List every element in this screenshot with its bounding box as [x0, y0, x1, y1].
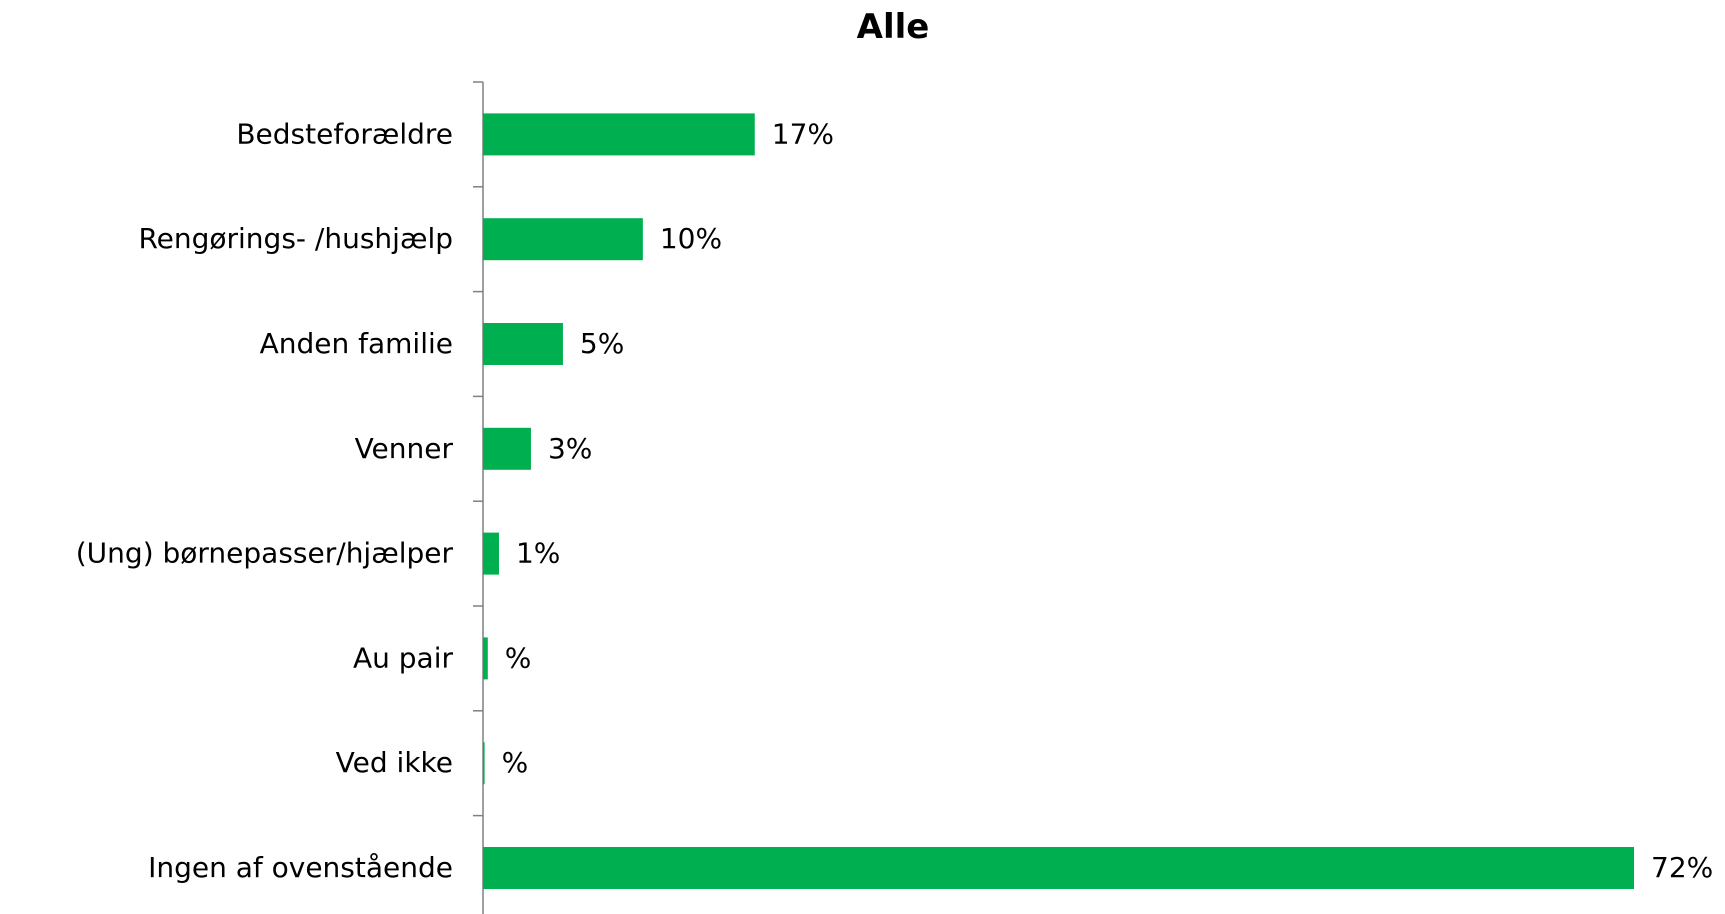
category-label: Au pair [353, 641, 454, 674]
y-axis [473, 81, 484, 914]
category-label: Ingen af ovenstående [148, 851, 453, 884]
bar [483, 113, 755, 156]
bar [483, 323, 563, 365]
bar [483, 532, 499, 575]
bar [483, 847, 1634, 889]
bar [483, 742, 485, 785]
bars: Bedsteforældre 17% Rengørings- /hushjælp 10… [76, 113, 1713, 889]
data-label: 1% [516, 537, 560, 570]
data-label: % [502, 746, 529, 779]
category-label: Venner [355, 432, 454, 465]
category-label: Ved ikke [336, 746, 453, 779]
data-label: 5% [580, 327, 624, 360]
bar [483, 427, 531, 470]
bar [483, 218, 643, 261]
data-label: 17% [772, 117, 834, 150]
category-label: Bedsteforældre [236, 117, 453, 150]
data-label: 72% [1651, 851, 1713, 884]
chart-title: Alle [857, 7, 930, 47]
bar [483, 637, 488, 680]
data-label: 3% [548, 432, 592, 465]
category-label: Rengørings- /hushjælp [138, 222, 453, 255]
category-label: Anden familie [260, 327, 453, 360]
data-label: % [505, 641, 532, 674]
category-label: (Ung) børnepasser/hjælper [76, 537, 454, 570]
data-label: 10% [660, 222, 722, 255]
